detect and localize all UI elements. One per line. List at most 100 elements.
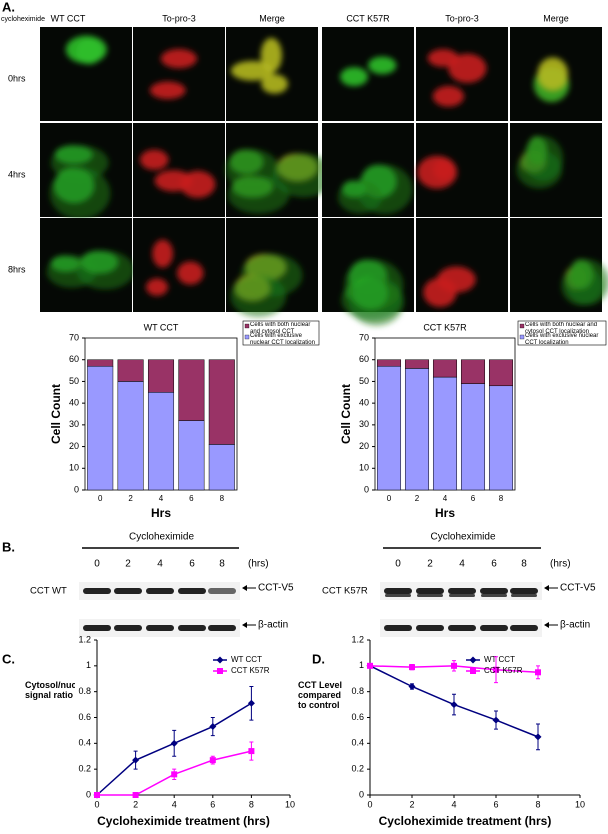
bar-segment [460,359,486,384]
data-point [209,723,217,731]
column-header: To-pro-3 [445,13,479,23]
column-header: To-pro-3 [162,13,196,23]
data-point [170,739,178,747]
cell [367,56,397,75]
legend-label-box: Cells with both nuclear and cytosol CCT … [250,322,311,335]
legend-label: WT CCT [484,655,515,664]
band [448,625,476,631]
x-tick-label: 2 [415,494,420,503]
cell [230,60,274,81]
x-tick-label: 8 [220,494,225,503]
x-axis-label: Cycloheximide treatment (hrs) [97,814,270,828]
x-tick-label: 4 [159,494,164,503]
x-tick-label: 4 [443,494,448,503]
band [146,588,174,594]
x-tick-label: 0 [367,799,372,809]
band [449,594,475,597]
y-tick-label: 40 [359,398,369,408]
arrow-head [242,622,247,628]
cells [423,266,476,307]
y-tick-label: 0.6 [78,712,91,722]
y-tick-label: 10 [359,463,369,473]
x-tick-label: 0 [387,494,392,503]
y-axis-label-box: Cytosol/nuclear signal ratio [25,680,75,700]
data-point [247,699,255,707]
y-tick-label: 0 [74,484,79,494]
treatment-label: Cycloheximide [129,532,194,543]
bar-segment [488,359,514,387]
x-tick-label: 6 [210,799,215,809]
legend-label: WT CCT [231,655,262,664]
cells [230,37,288,94]
data-point [492,716,500,724]
data-point [171,771,178,778]
cell [152,239,174,268]
cell [448,53,487,83]
y-tick-label: 0.4 [351,738,364,748]
band [384,625,412,631]
legend-label: Cells with exclusive nuclear CCT localiz… [250,333,315,346]
construct-label: CCT K57R [322,586,368,597]
bar-segment [208,444,235,491]
cell [432,158,455,181]
bar-segment [87,365,114,491]
chart-title: WT CCT [144,322,179,332]
arrow-head [544,622,549,628]
legend-label: Cells with both nuclear and cytosol CCT … [250,322,311,335]
row-label: 0hrs [8,73,26,83]
treatment-label: cycloheximide [1,16,45,23]
timepoint: 2 [427,559,433,570]
column-header: WT CCT [51,13,86,23]
timepoint: 8 [219,559,225,570]
cells [561,259,608,306]
legend-label-box: Cells with exclusive nuclear CCT localiz… [250,333,315,346]
y-axis-label: Cell Count [49,384,63,444]
data-point [94,792,100,798]
bar-segment [87,359,114,367]
cytoplasm [565,259,608,305]
band [448,588,476,594]
unit: (hrs) [550,559,571,570]
legend-box [517,320,607,346]
y-tick-label: 40 [69,398,79,408]
micrograph [322,27,414,121]
cell [261,74,288,94]
x-tick-label: 8 [535,799,540,809]
bar-segment [178,420,205,491]
x-tick-label: 0 [98,494,103,503]
arrow-head [544,585,549,591]
cells [340,56,397,87]
x-axis-label: Hrs [151,506,171,520]
x-tick-label: 10 [285,799,295,809]
band [511,594,537,597]
cytoplasm [348,277,404,326]
cell [160,49,197,69]
treatment-label: Cycloheximide [430,532,495,543]
y-tick-label: 30 [359,419,369,429]
cells [46,250,135,290]
legend-label: CCT K57R [231,666,270,675]
data-point [409,664,415,671]
timepoint: 4 [157,559,163,570]
x-tick-label: 0 [94,799,99,809]
cells [225,149,334,214]
x-tick-label: 2 [128,494,133,503]
legend-label: Cells with exclusive nuclear CCT localiz… [525,333,599,346]
cytoplasm [230,275,287,318]
y-tick-label: 0 [364,484,369,494]
x-tick-label: 2 [409,799,414,809]
unit: (hrs) [248,559,269,570]
chart-title: CCT K57R [423,322,467,332]
cells [230,254,303,318]
column-header: Merge [543,13,569,23]
bar-segment [488,385,514,491]
y-tick-label: 30 [69,419,79,429]
data-point [132,792,139,798]
band [385,594,411,597]
data-point [209,757,216,764]
cells [341,259,404,326]
x-axis-label: Cycloheximide treatment (hrs) [379,814,552,828]
bar-segment [404,368,430,491]
timepoint: 4 [459,559,465,570]
